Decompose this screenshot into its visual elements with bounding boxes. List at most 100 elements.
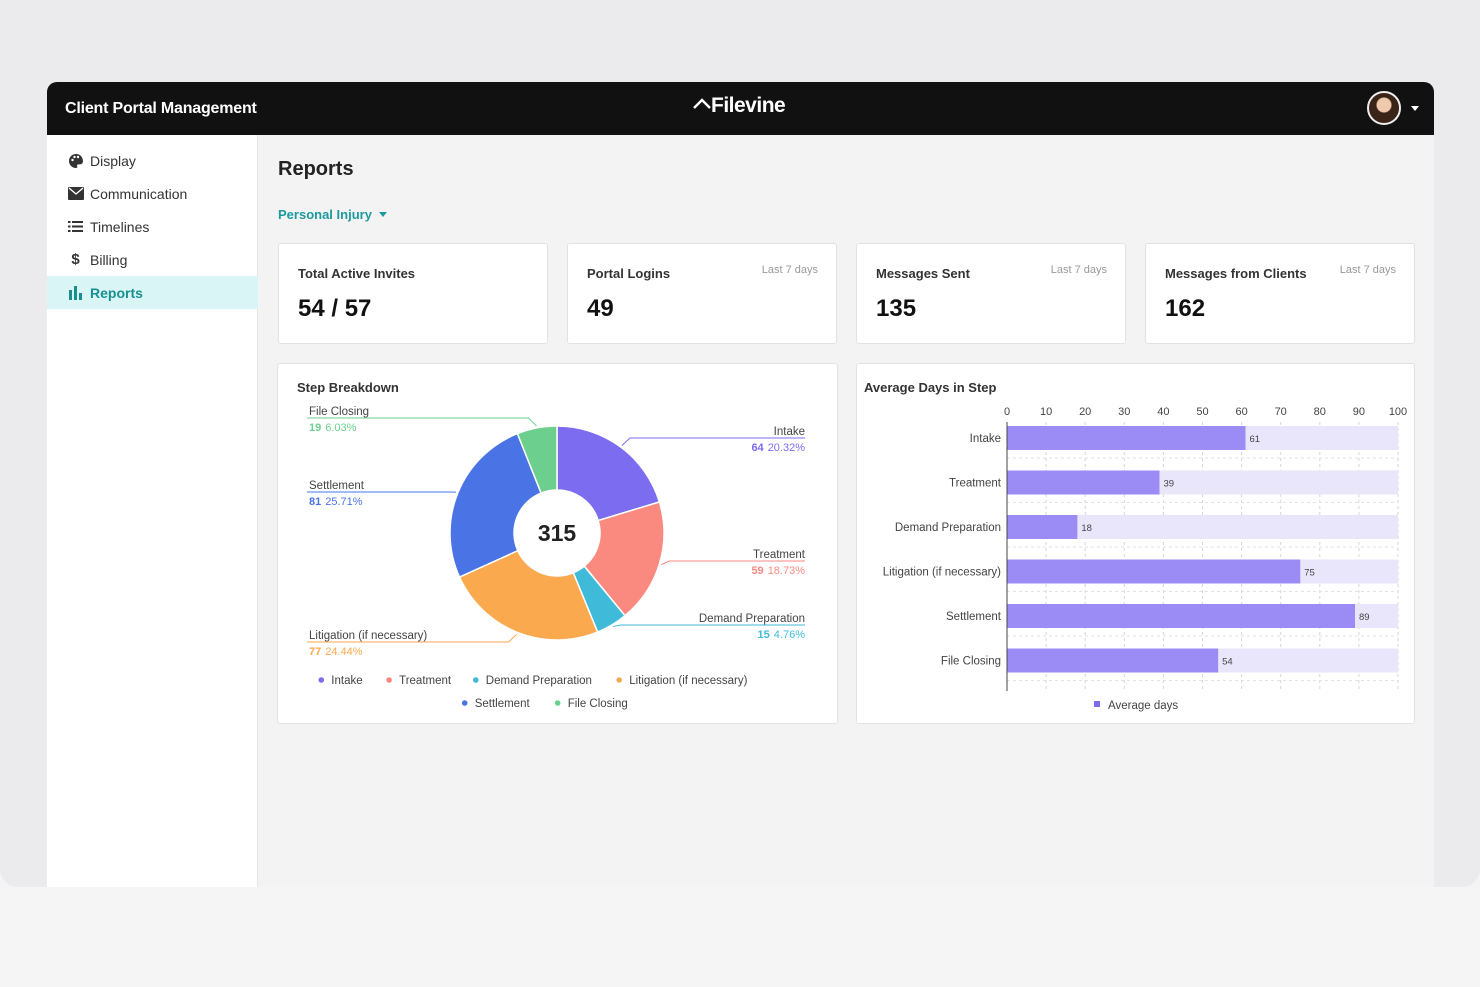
- palette-icon: [67, 152, 84, 169]
- stat-card-portal-logins: Portal Logins Last 7 days 49: [567, 243, 837, 344]
- case-type-dropdown[interactable]: Personal Injury: [278, 207, 387, 222]
- stat-period: Last 7 days: [1339, 264, 1396, 276]
- pie-leader-line: [307, 417, 537, 427]
- sidebar-item-label: Billing: [90, 251, 128, 268]
- legend-dot-treatment: [386, 677, 392, 683]
- stat-card-messages-sent: Messages Sent Last 7 days 135: [856, 243, 1126, 344]
- bar-file-closing: [1007, 648, 1219, 673]
- stat-value: 162: [1165, 295, 1206, 322]
- bar-value-label: 39: [1163, 479, 1174, 490]
- bar-intake: [1007, 426, 1246, 450]
- sidebar-item-reports[interactable]: Reports: [47, 276, 258, 309]
- legend-label-demand-preparation: Demand Preparation: [486, 675, 592, 687]
- pie-slice-file-closing: [516, 425, 558, 495]
- brand-name: Filevine: [711, 94, 786, 117]
- step-breakdown-chart: 315 Intake 64 20.32% Treatment 59 18.73% Demand…: [307, 406, 806, 710]
- x-tick-label: 80: [1314, 406, 1326, 418]
- pie-label-value: 81 25.71%: [309, 496, 363, 508]
- pie-label-value: 64 20.32%: [751, 442, 805, 454]
- avatar[interactable]: [1367, 91, 1401, 125]
- pie-leader-line: [307, 633, 518, 643]
- pie-center-total: 315: [538, 520, 577, 546]
- chart-title: Step Breakdown: [297, 380, 399, 395]
- x-tick-label: 40: [1157, 406, 1169, 418]
- x-tick-label: 50: [1196, 406, 1208, 418]
- y-category-label: File Closing: [941, 656, 1001, 668]
- pie-leader-line: [612, 624, 805, 628]
- x-tick-label: 60: [1235, 406, 1247, 418]
- x-tick-label: 30: [1118, 406, 1130, 418]
- bar-chart-icon: [67, 284, 84, 301]
- sidebar-item-label: Reports: [90, 284, 143, 301]
- legend-label-litigation-if-necessary: Litigation (if necessary): [629, 675, 747, 687]
- sidebar-item-billing[interactable]: $ Billing: [47, 243, 258, 276]
- sidebar-item-display[interactable]: Display: [47, 144, 258, 177]
- list-icon: [67, 218, 84, 235]
- bar-value-label: 75: [1304, 568, 1315, 579]
- sidebar: Display Communication Timelines $ Billin…: [47, 135, 258, 887]
- bar-litigation-if-necessary: [1007, 559, 1301, 584]
- backdrop-bottom: [0, 887, 1480, 987]
- sidebar-item-communication[interactable]: Communication: [47, 177, 258, 210]
- stat-period: Last 7 days: [761, 264, 818, 276]
- filevine-logo[interactable]: Filevine: [692, 94, 786, 117]
- y-category-label: Intake: [970, 433, 1001, 445]
- y-category-label: Litigation (if necessary): [883, 567, 1001, 579]
- pie-leader-line: [661, 560, 805, 566]
- pie-label-name: File Closing: [309, 406, 369, 418]
- stat-label: Messages from Clients: [1165, 266, 1307, 281]
- chevron-down-icon: [378, 212, 387, 217]
- pie-label-name: Treatment: [753, 549, 806, 561]
- bar-value-label: 61: [1250, 434, 1261, 445]
- legend-label-file-closing: File Closing: [568, 698, 628, 710]
- bar-value-label: 18: [1081, 523, 1092, 534]
- bar-treatment: [1007, 470, 1160, 495]
- pie-label-name: Litigation (if necessary): [309, 630, 427, 642]
- app-window: Client Portal Management Filevine Displa…: [47, 82, 1434, 887]
- average-days-card: 0 10 20 30 40 50 60 70 80 90 100 61 Intake 39 Treatmen…: [856, 363, 1415, 724]
- y-category-label: Demand Preparation: [895, 522, 1001, 534]
- main-content: Reports Personal Injury Total Active Inv…: [258, 135, 1434, 887]
- stat-card-total-active-invites: Total Active Invites 54 / 57: [278, 243, 548, 344]
- pie-slice-intake: [556, 425, 661, 522]
- app-title: Client Portal Management: [65, 100, 257, 117]
- legend-dot-demand-preparation: [473, 677, 479, 683]
- sidebar-item-label: Display: [90, 152, 136, 169]
- x-tick-label: 100: [1389, 406, 1407, 418]
- case-type-value: Personal Injury: [278, 207, 372, 222]
- stat-period: Last 7 days: [1050, 264, 1107, 276]
- pie-label-name: Intake: [774, 426, 805, 438]
- bar-value-label: 54: [1222, 657, 1233, 668]
- chart-title: Average Days in Step: [864, 380, 997, 395]
- x-tick-label: 0: [1004, 406, 1010, 418]
- x-tick-label: 20: [1079, 406, 1091, 418]
- envelope-icon: [67, 185, 84, 202]
- stat-label: Messages Sent: [876, 266, 970, 281]
- x-tick-label: 70: [1275, 406, 1287, 418]
- stat-label: Portal Logins: [587, 266, 671, 281]
- sidebar-item-label: Timelines: [90, 218, 150, 235]
- stat-value: 49: [587, 295, 614, 322]
- y-category-label: Settlement: [946, 611, 1002, 623]
- sidebar-item-timelines[interactable]: Timelines: [47, 210, 258, 243]
- legend-label-intake: Intake: [331, 675, 362, 687]
- pie-slice-litigation-if-necessary: [458, 549, 599, 641]
- top-bar: Client Portal Management Filevine: [47, 82, 1434, 135]
- sidebar-item-label: Communication: [90, 185, 188, 202]
- legend-label-average-days: Average days: [1108, 700, 1178, 712]
- legend-label-treatment: Treatment: [399, 675, 452, 687]
- filevine-chevron-icon: [693, 98, 711, 109]
- pie-label-value: 19 6.03%: [309, 422, 357, 434]
- bar-value-label: 89: [1359, 612, 1370, 623]
- bar-demand-preparation: [1007, 515, 1078, 539]
- x-tick-label: 90: [1353, 406, 1365, 418]
- pie-label-value: 59 18.73%: [751, 565, 805, 577]
- pie-label-name: Settlement: [309, 480, 365, 492]
- chevron-down-icon[interactable]: [1411, 106, 1419, 111]
- stat-card-messages-from-clients: Messages from Clients Last 7 days 162: [1145, 243, 1415, 344]
- pie-label-value: 15 4.76%: [758, 629, 806, 641]
- stat-label: Total Active Invites: [298, 266, 416, 281]
- legend-dot-settlement: [461, 700, 468, 706]
- legend-label-settlement: Settlement: [475, 698, 531, 710]
- legend-dot-litigation-if-necessary: [616, 677, 622, 683]
